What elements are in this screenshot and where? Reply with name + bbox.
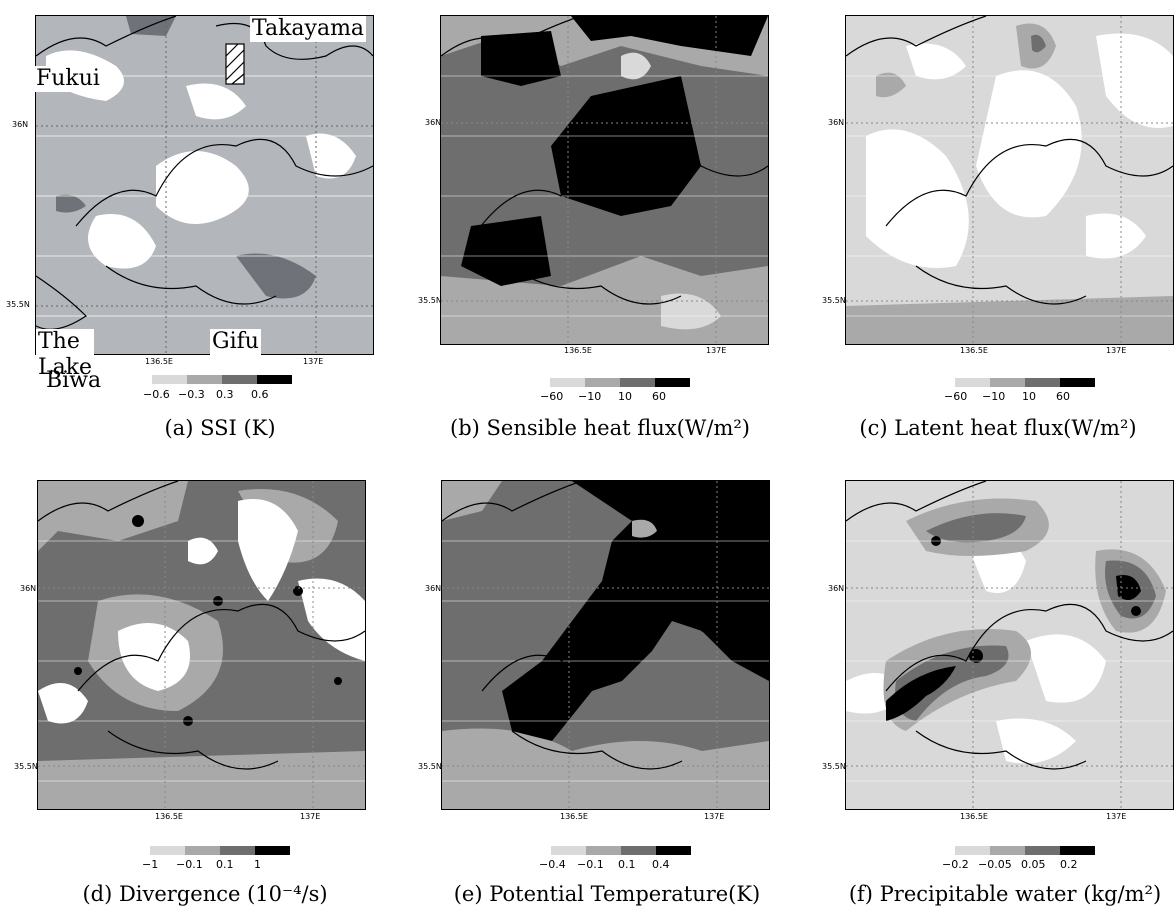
map-b-field — [441, 16, 768, 344]
tick-b-lon-137: 137E — [706, 346, 727, 355]
tick-d-lon-137: 137E — [300, 812, 321, 821]
tick-f-lat-355: 35.5N — [822, 762, 846, 771]
label-fukui: Fukui — [34, 66, 102, 92]
map-sensible-heat-flux — [440, 15, 769, 345]
caption-b: (b) Sensible heat flux(W/m²) — [450, 416, 750, 440]
map-potential-temperature — [441, 480, 770, 810]
colorbar-d-label-1: −1 — [142, 858, 159, 871]
caption-f: (f) Precipitable water (kg/m²) — [848, 882, 1162, 906]
tick-f-lon-137: 137E — [1106, 812, 1127, 821]
tick-c-lon-137: 137E — [1106, 346, 1127, 355]
colorbar-a-label-2: −0.3 — [178, 388, 205, 401]
label-biwa: Biwa — [46, 368, 102, 393]
colorbar-d-label-2: −0.1 — [176, 858, 203, 871]
map-f-field — [846, 481, 1173, 809]
map-precipitable-water — [845, 480, 1174, 810]
colorbar-c-label-1: −60 — [944, 390, 968, 403]
colorbar-c-label-3: 10 — [1022, 390, 1036, 403]
colorbar-d-label-3: 0.1 — [216, 858, 234, 871]
colorbar-d-label-4: 1 — [254, 858, 261, 871]
map-divergence — [37, 480, 366, 810]
colorbar-f-label-3: 0.05 — [1021, 858, 1046, 871]
colorbar-a-label-3: 0.3 — [216, 388, 234, 401]
colorbar-e-label-3: 0.1 — [618, 858, 636, 871]
colorbar-f-label-2: −0.05 — [978, 858, 1012, 871]
tick-d-lon-1365: 136.5E — [155, 812, 183, 821]
caption-c: (c) Latent heat flux(W/m²) — [859, 416, 1137, 440]
colorbar-e-label-1: −0.4 — [539, 858, 566, 871]
map-d-field — [38, 481, 365, 809]
map-e-field — [442, 481, 769, 809]
colorbar-b-label-2: −10 — [578, 390, 602, 403]
colorbar-e-label-2: −0.1 — [577, 858, 604, 871]
colorbar-e-label-4: 0.4 — [652, 858, 670, 871]
tick-lat-36: 36N — [12, 120, 29, 129]
tick-b-lat-36: 36N — [425, 118, 442, 127]
tick-d-lat-355: 35.5N — [14, 762, 38, 771]
colorbar-a — [152, 375, 292, 384]
colorbar-b-label-1: −60 — [540, 390, 564, 403]
colorbar-a-label-1: −0.6 — [143, 388, 170, 401]
tick-f-lon-1365: 136.5E — [960, 812, 988, 821]
tick-e-lon-137: 137E — [704, 812, 725, 821]
colorbar-d — [150, 846, 290, 855]
tick-lon-137: 137E — [303, 357, 324, 366]
colorbar-f-label-4: 0.2 — [1060, 858, 1078, 871]
tick-lat-355: 35.5N — [6, 300, 30, 309]
tick-e-lat-355: 35.5N — [418, 762, 442, 771]
colorbar-c-label-4: 60 — [1056, 390, 1070, 403]
colorbar-b-label-3: 10 — [618, 390, 632, 403]
map-c-field — [846, 16, 1173, 344]
caption-d: (d) Divergence (10⁻⁴/s) — [82, 882, 328, 906]
colorbar-a-label-4: 0.6 — [251, 388, 269, 401]
colorbar-f — [955, 846, 1095, 855]
tick-b-lat-355: 35.5N — [418, 296, 442, 305]
label-takayama: Takayama — [250, 16, 367, 42]
colorbar-c-label-2: −10 — [982, 390, 1006, 403]
colorbar-b — [550, 378, 690, 387]
tick-d-lat-36: 36N — [20, 584, 37, 593]
tick-lon-1365: 136.5E — [145, 357, 173, 366]
map-latent-heat-flux — [845, 15, 1174, 345]
label-gifu: Gifu — [210, 329, 261, 355]
label-the-lake: The Lake — [36, 329, 95, 381]
tick-e-lat-36: 36N — [425, 584, 442, 593]
colorbar-f-label-1: −0.2 — [942, 858, 969, 871]
caption-a: (a) SSI (K) — [164, 416, 276, 440]
tick-c-lat-355: 35.5N — [822, 296, 846, 305]
tick-f-lat-36: 36N — [828, 584, 845, 593]
map-ssi — [35, 15, 374, 355]
tick-c-lat-36: 36N — [828, 118, 845, 127]
tick-e-lon-1365: 136.5E — [560, 812, 588, 821]
colorbar-b-label-4: 60 — [652, 390, 666, 403]
colorbar-e — [551, 846, 691, 855]
caption-e: (e) Potential Temperature(K) — [453, 882, 761, 906]
colorbar-c — [955, 378, 1095, 387]
tick-c-lon-1365: 136.5E — [960, 346, 988, 355]
tick-b-lon-1365: 136.5E — [564, 346, 592, 355]
